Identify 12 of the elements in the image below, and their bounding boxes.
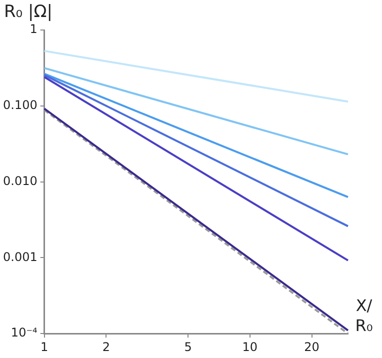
y-tick-label: 0.100 xyxy=(2,98,38,112)
y-tick-label: 1 xyxy=(30,22,38,36)
y-axis-title: R₀ |Ω| xyxy=(4,2,52,22)
y-tick-label: 0.001 xyxy=(2,250,38,264)
x-axis-title: X/R₀ xyxy=(354,296,374,336)
y-tick-label: 0.010 xyxy=(2,174,38,188)
x-tick-label: 5 xyxy=(184,340,192,354)
x-tick-label: 2 xyxy=(102,340,110,354)
x-tick-label: 1 xyxy=(40,340,48,354)
x-tick-label: 20 xyxy=(304,340,320,354)
y-tick-label: 10⁻⁴ xyxy=(10,326,38,340)
x-tick-label: 10 xyxy=(242,340,258,354)
